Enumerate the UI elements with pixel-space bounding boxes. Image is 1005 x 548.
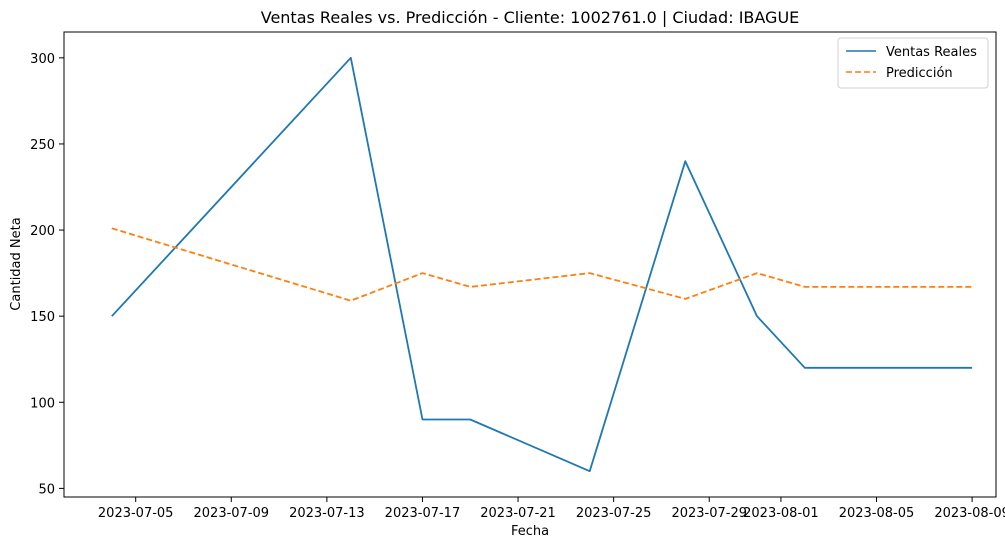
x-tick-label: 2023-08-01 — [743, 506, 819, 521]
plot-frame — [63, 31, 997, 498]
y-axis-label: Cantidad Neta — [9, 217, 24, 310]
legend: Ventas Reales Predicción — [837, 37, 989, 89]
y-tick-label: 50 — [38, 482, 55, 497]
series-line-prediccion — [111, 227, 973, 302]
y-tick-label: 250 — [30, 138, 55, 153]
x-tick-label: 2023-07-13 — [289, 506, 365, 521]
x-tick-label: 2023-07-05 — [98, 506, 174, 521]
y-tick-label: 100 — [30, 396, 55, 411]
x-tick-label: 2023-07-21 — [480, 506, 556, 521]
legend-label-ventas-reales: Ventas Reales — [886, 45, 977, 60]
chart-title: Ventas Reales vs. Predicción - Cliente: … — [261, 8, 800, 27]
x-tick-label: 2023-07-25 — [576, 506, 652, 521]
x-tick-label: 2023-07-29 — [671, 506, 747, 521]
x-axis: 2023-07-05 2023-07-09 2023-07-13 2023-07-17… — [98, 497, 1005, 521]
y-tick-label: 150 — [30, 310, 55, 325]
y-axis: 50 100 150 200 250 300 — [30, 52, 64, 497]
series-layer — [111, 56, 973, 473]
y-tick-label: 200 — [30, 224, 55, 239]
series-line-ventas-reales — [111, 56, 973, 473]
x-tick-label: 2023-08-05 — [839, 506, 915, 521]
x-axis-label: Fecha — [511, 524, 549, 539]
x-tick-label: 2023-07-17 — [385, 506, 461, 521]
x-tick-label: 2023-08-09 — [934, 506, 1005, 521]
legend-label-prediccion: Predicción — [886, 66, 953, 81]
x-tick-label: 2023-07-09 — [194, 506, 270, 521]
y-tick-label: 300 — [30, 52, 55, 67]
